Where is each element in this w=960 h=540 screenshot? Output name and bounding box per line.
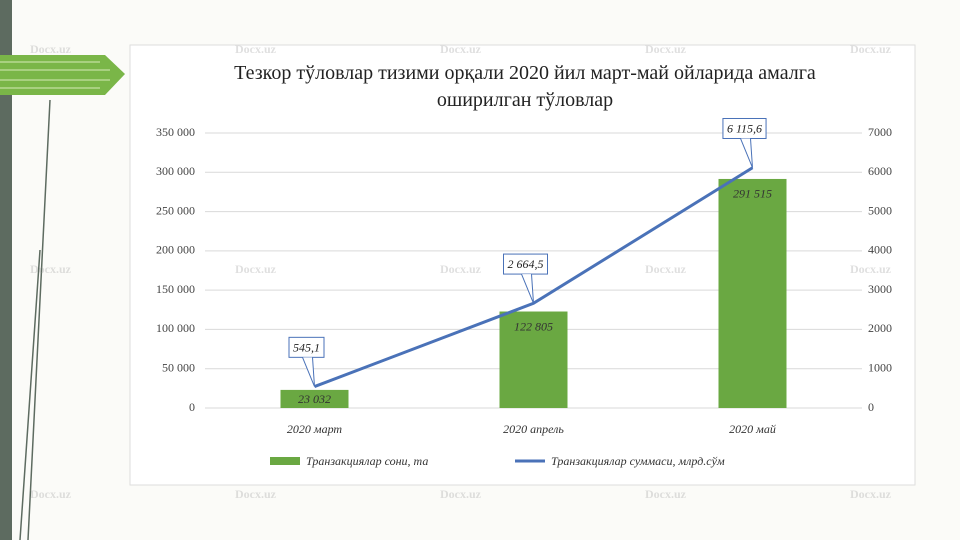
arrow-lines [0, 61, 110, 89]
watermark: Docx.uz [645, 262, 687, 276]
y-tick-label: 0 [189, 400, 195, 414]
y2-tick-label: 1000 [868, 360, 892, 374]
y2-tick-label: 2000 [868, 321, 892, 335]
x-tick-label: 2020 март [287, 422, 343, 436]
bar-value-label: 291 515 [733, 187, 772, 201]
watermark: Docx.uz [440, 262, 482, 276]
y-tick-label: 100 000 [156, 321, 195, 335]
legend-label: Транзакциялар сони, та [306, 454, 428, 468]
x-tick-label: 2020 май [729, 422, 776, 436]
line-value-label: 545,1 [293, 340, 320, 354]
bar [718, 178, 787, 408]
left-stripe [0, 0, 12, 540]
line-label-pointer [740, 138, 753, 168]
legend-swatch [270, 457, 300, 465]
y-tick-label: 200 000 [156, 243, 195, 257]
y2-tick-label: 3000 [868, 282, 892, 296]
curve-decoration [19, 99, 51, 540]
legend-label: Транзакциялар суммаси, млрд.сўм [551, 454, 725, 468]
line-label-pointer [521, 273, 534, 304]
watermark: Docx.uz [850, 42, 892, 56]
y-tick-label: 150 000 [156, 282, 195, 296]
bar [499, 311, 568, 408]
line-value-label: 6 115,6 [727, 121, 762, 135]
y-tick-label: 250 000 [156, 203, 195, 217]
y2-tick-label: 6000 [868, 164, 892, 178]
watermark: Docx.uz [235, 42, 277, 56]
watermark: Docx.uz [30, 487, 72, 501]
watermark: Docx.uz [30, 262, 72, 276]
watermark: Docx.uz [645, 487, 687, 501]
bar-value-label: 122 805 [514, 319, 553, 333]
arrow-decoration [0, 55, 125, 95]
chart-title: Тезкор тўловлар тизими орқали 2020 йил м… [234, 62, 816, 111]
watermark: Docx.uz [645, 42, 687, 56]
line-value-label: 2 664,5 [508, 257, 544, 271]
watermark: Docx.uz [30, 42, 72, 56]
watermark: Docx.uz [440, 42, 482, 56]
watermark: Docx.uz [235, 262, 277, 276]
bar-value-label: 23 032 [298, 392, 331, 406]
y2-tick-label: 5000 [868, 203, 892, 217]
x-tick-label: 2020 апрель [503, 422, 564, 436]
line-label-pointer [302, 357, 315, 387]
watermark: Docx.uz [850, 262, 892, 276]
watermark: Docx.uz [850, 487, 892, 501]
y-tick-label: 50 000 [162, 360, 195, 374]
y-tick-label: 300 000 [156, 164, 195, 178]
y-tick-label: 350 000 [156, 125, 195, 139]
y2-tick-label: 4000 [868, 243, 892, 257]
watermark: Docx.uz [235, 487, 277, 501]
y2-tick-label: 7000 [868, 125, 892, 139]
bar [280, 389, 349, 408]
y2-tick-label: 0 [868, 400, 874, 414]
watermark: Docx.uz [440, 487, 482, 501]
